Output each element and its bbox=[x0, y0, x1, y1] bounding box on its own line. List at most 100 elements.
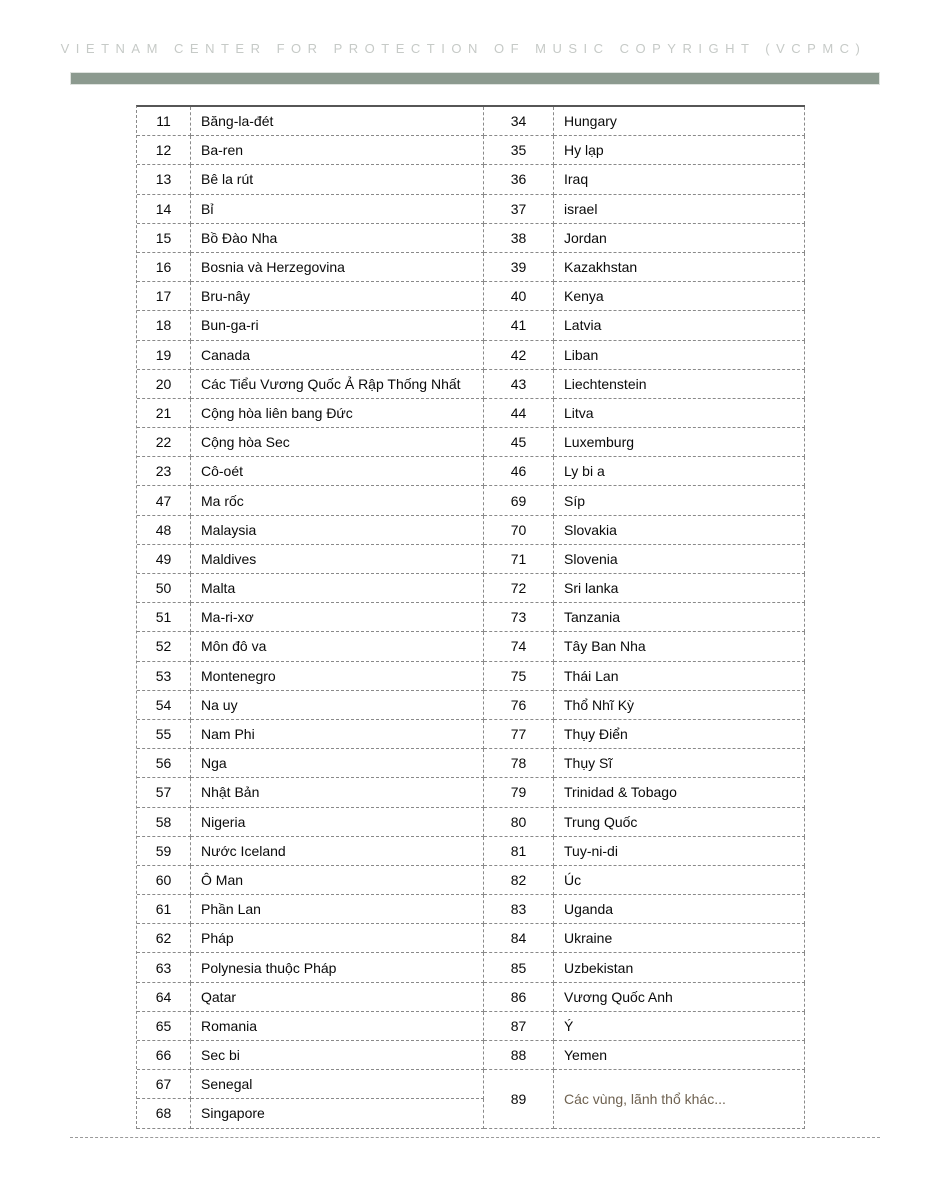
row-number-cell: 67 bbox=[137, 1070, 191, 1100]
country-name-cell: Ma rốc bbox=[191, 486, 484, 516]
row-number-cell: 54 bbox=[137, 690, 191, 720]
country-name-cell: Qatar bbox=[191, 982, 484, 1012]
row-number-cell: 15 bbox=[137, 223, 191, 253]
row-number-cell: 57 bbox=[137, 778, 191, 808]
country-name-cell: Litva bbox=[554, 398, 805, 429]
row-number-cell: 34 bbox=[484, 107, 554, 137]
country-name-cell: Bru-nây bbox=[191, 282, 484, 312]
row-number-cell: 45 bbox=[484, 428, 554, 458]
row-number-cell: 21 bbox=[137, 398, 191, 429]
row-number-cell: 47 bbox=[137, 486, 191, 516]
country-name-cell: israel bbox=[554, 194, 805, 224]
country-name-cell: Uzbekistan bbox=[554, 953, 805, 983]
row-number-cell: 40 bbox=[484, 282, 554, 312]
row-number-cell: 62 bbox=[137, 924, 191, 954]
country-name-cell: Yemen bbox=[554, 1041, 805, 1071]
country-name-cell: Uganda bbox=[554, 895, 805, 925]
country-name-cell: Bồ Đào Nha bbox=[191, 223, 484, 253]
row-number-cell: 72 bbox=[484, 574, 554, 604]
country-name-cell: Úc bbox=[554, 865, 805, 896]
row-number-cell: 60 bbox=[137, 865, 191, 896]
country-name-cell: Môn đô va bbox=[191, 632, 484, 662]
country-name-cell: Kazakhstan bbox=[554, 252, 805, 283]
row-number-cell: 22 bbox=[137, 428, 191, 458]
country-name-cell: Maldives bbox=[191, 544, 484, 574]
country-name-cell: Nga bbox=[191, 749, 484, 779]
row-number-cell: 79 bbox=[484, 778, 554, 808]
row-number-cell: 51 bbox=[137, 603, 191, 633]
country-name-cell: Síp bbox=[554, 486, 805, 516]
country-name-cell: Bun-ga-ri bbox=[191, 311, 484, 341]
row-number-cell: 18 bbox=[137, 311, 191, 341]
row-number-cell: 37 bbox=[484, 194, 554, 224]
row-number-cell: 46 bbox=[484, 457, 554, 487]
country-name-cell: Ukraine bbox=[554, 924, 805, 954]
country-name-cell: Malta bbox=[191, 574, 484, 604]
row-number-cell: 20 bbox=[137, 369, 191, 399]
country-name-cell: Iraq bbox=[554, 165, 805, 195]
row-number-cell: 16 bbox=[137, 252, 191, 283]
page-title: VIETNAM CENTER FOR PROTECTION OF MUSIC C… bbox=[60, 41, 867, 56]
footer-rule bbox=[70, 1137, 880, 1138]
row-number-cell: 85 bbox=[484, 953, 554, 983]
row-number-cell: 86 bbox=[484, 982, 554, 1012]
row-number-cell: 89 bbox=[484, 1070, 554, 1129]
row-number-cell: 82 bbox=[484, 865, 554, 896]
row-number-cell: 52 bbox=[137, 632, 191, 662]
country-name-cell: Ô Man bbox=[191, 865, 484, 896]
row-number-cell: 43 bbox=[484, 369, 554, 399]
header-rule-bar bbox=[70, 72, 880, 85]
country-name-cell: Polynesia thuộc Pháp bbox=[191, 953, 484, 983]
row-number-cell: 71 bbox=[484, 544, 554, 574]
row-number-cell: 84 bbox=[484, 924, 554, 954]
row-number-cell: 50 bbox=[137, 574, 191, 604]
country-name-cell: Các vùng, lãnh thổ khác... bbox=[554, 1070, 805, 1129]
country-name-cell: Nigeria bbox=[191, 807, 484, 837]
country-name-cell: Liechtenstein bbox=[554, 369, 805, 399]
country-name-cell: Jordan bbox=[554, 223, 805, 253]
country-name-cell: Senegal bbox=[191, 1070, 484, 1100]
country-name-cell: Ba-ren bbox=[191, 136, 484, 166]
country-name-cell: Sri lanka bbox=[554, 574, 805, 604]
country-name-cell: Montenegro bbox=[191, 661, 484, 691]
country-name-cell: Latvia bbox=[554, 311, 805, 341]
row-number-cell: 68 bbox=[137, 1099, 191, 1129]
row-number-cell: 39 bbox=[484, 252, 554, 283]
country-name-cell: Malaysia bbox=[191, 515, 484, 545]
country-name-cell: Bỉ bbox=[191, 194, 484, 224]
country-name-cell: Tanzania bbox=[554, 603, 805, 633]
row-number-cell: 74 bbox=[484, 632, 554, 662]
row-number-cell: 11 bbox=[137, 107, 191, 137]
country-name-cell: Singapore bbox=[191, 1099, 484, 1129]
row-number-cell: 36 bbox=[484, 165, 554, 195]
row-number-cell: 12 bbox=[137, 136, 191, 166]
country-name-cell: Thổ Nhĩ Kỳ bbox=[554, 690, 805, 720]
country-name-cell: Hy lạp bbox=[554, 136, 805, 166]
row-number-cell: 65 bbox=[137, 1011, 191, 1041]
row-number-cell: 88 bbox=[484, 1041, 554, 1071]
country-name-cell: Romania bbox=[191, 1011, 484, 1041]
row-number-cell: 73 bbox=[484, 603, 554, 633]
row-number-cell: 58 bbox=[137, 807, 191, 837]
row-number-cell: 70 bbox=[484, 515, 554, 545]
country-name-cell: Na uy bbox=[191, 690, 484, 720]
country-name-cell: Nam Phi bbox=[191, 719, 484, 750]
country-name-cell: Thái Lan bbox=[554, 661, 805, 691]
row-number-cell: 13 bbox=[137, 165, 191, 195]
country-name-cell: Ý bbox=[554, 1011, 805, 1041]
row-number-cell: 75 bbox=[484, 661, 554, 691]
country-name-cell: Luxemburg bbox=[554, 428, 805, 458]
row-number-cell: 44 bbox=[484, 398, 554, 429]
row-number-cell: 66 bbox=[137, 1041, 191, 1071]
country-name-cell: Cô-oét bbox=[191, 457, 484, 487]
country-name-cell: Cộng hòa Sec bbox=[191, 428, 484, 458]
country-name-cell: Pháp bbox=[191, 924, 484, 954]
row-number-cell: 35 bbox=[484, 136, 554, 166]
row-number-cell: 19 bbox=[137, 340, 191, 370]
row-number-cell: 77 bbox=[484, 719, 554, 750]
country-name-cell: Slovenia bbox=[554, 544, 805, 574]
country-name-cell: Bê la rút bbox=[191, 165, 484, 195]
countries-table: 11 Băng-la-đét 12 Ba-ren 13 Bê la rút 14 Bỉ 15 Bồ… bbox=[136, 105, 805, 1129]
country-name-cell: Canada bbox=[191, 340, 484, 370]
row-number-cell: 42 bbox=[484, 340, 554, 370]
